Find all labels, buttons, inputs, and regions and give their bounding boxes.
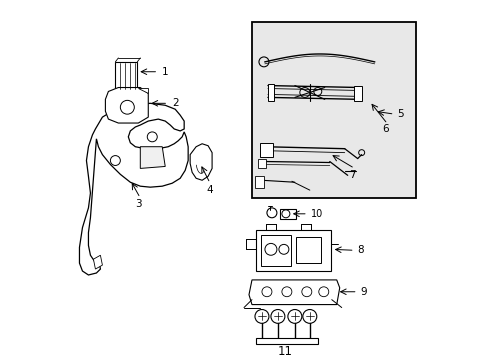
Polygon shape [190, 144, 212, 180]
Text: 6: 6 [382, 124, 388, 134]
Polygon shape [258, 158, 265, 168]
Polygon shape [140, 147, 165, 168]
Text: 3: 3 [135, 199, 142, 209]
Polygon shape [105, 87, 148, 123]
Text: 7: 7 [348, 170, 355, 180]
Polygon shape [93, 255, 102, 269]
Polygon shape [295, 238, 320, 263]
Polygon shape [353, 86, 361, 101]
Polygon shape [260, 143, 272, 157]
Text: 1: 1 [162, 67, 168, 77]
Text: 8: 8 [357, 245, 364, 255]
Polygon shape [261, 234, 290, 266]
Text: 5: 5 [397, 109, 404, 119]
Text: 10: 10 [310, 209, 323, 219]
Polygon shape [80, 103, 188, 275]
Text: 11: 11 [277, 346, 292, 359]
Polygon shape [115, 62, 137, 90]
Text: 9: 9 [360, 287, 366, 297]
Polygon shape [254, 176, 264, 188]
Polygon shape [279, 209, 295, 219]
Text: 4: 4 [206, 185, 213, 195]
Polygon shape [255, 338, 317, 344]
Polygon shape [267, 84, 273, 101]
Polygon shape [255, 230, 330, 271]
Polygon shape [248, 280, 339, 305]
Bar [251, 22, 415, 198]
Polygon shape [138, 87, 148, 94]
Text: 2: 2 [172, 98, 179, 108]
